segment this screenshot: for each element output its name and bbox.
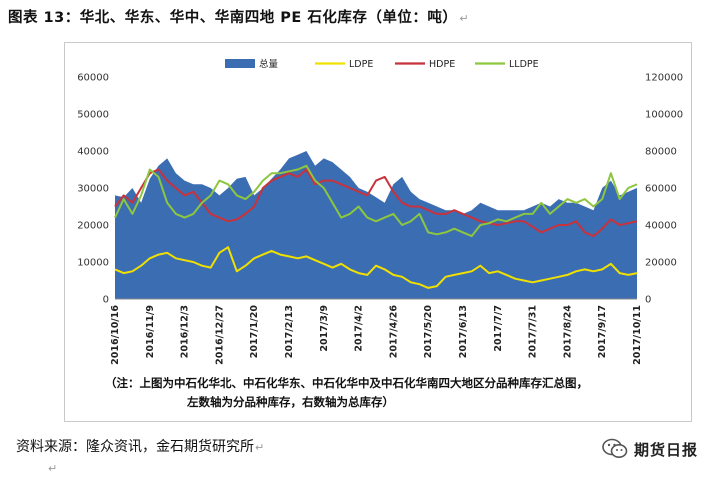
y-right-tick-label: 0 <box>645 295 651 306</box>
source-text: 资料来源：隆众资讯，金石期货研究所 <box>16 439 254 455</box>
x-tick-label: 2016/12/3 <box>180 305 191 358</box>
x-tick-label: 2017/9/17 <box>597 305 608 358</box>
y-right-tick-label: 80000 <box>645 147 677 158</box>
logo: 期货日报 <box>602 438 698 460</box>
annotation-line: （注：上图为中石化华北、中石化华东、中石化华中及中石化华南四大地区分品种库存汇总… <box>105 376 588 390</box>
x-tick-label: 2017/4/2 <box>354 305 365 352</box>
y-right-tick-label: 100000 <box>645 110 683 121</box>
x-tick-label: 2017/6/13 <box>458 305 469 358</box>
x-tick-label: 2017/7/31 <box>528 305 539 358</box>
empty-paragraph-mark: ↵ <box>48 462 58 475</box>
logo-text: 期货日报 <box>634 440 699 459</box>
y-right-tick-label: 20000 <box>645 258 677 269</box>
series-line-lldpe <box>114 164 638 238</box>
y-left-tick-label: 60000 <box>77 73 109 84</box>
series-area-total <box>115 151 637 299</box>
y-right-tick-label: 60000 <box>645 184 677 195</box>
x-tick-label: 2017/2/13 <box>284 305 295 358</box>
y-left-tick-label: 0 <box>103 295 109 306</box>
wechat-icon <box>602 438 628 458</box>
figure-title: 图表 13：华北、华东、华中、华南四地 PE 石化库存（单位：吨） ↵ <box>8 6 469 27</box>
x-tick-label: 2017/5/20 <box>423 305 434 359</box>
legend-label: LLDPE <box>509 59 539 70</box>
y-left-tick-label: 20000 <box>77 221 109 232</box>
x-tick-label: 2017/3/9 <box>319 305 330 352</box>
x-tick-label: 2016/10/16 <box>110 305 121 365</box>
legend-swatch-area <box>225 59 255 68</box>
source-line: 资料来源：隆众资讯，金石期货研究所↵ <box>16 436 264 456</box>
y-left-tick-label: 50000 <box>77 110 109 121</box>
series-line-ldpe <box>114 246 638 289</box>
x-tick-label: 2017/10/11 <box>632 305 643 365</box>
y-left-tick-label: 30000 <box>77 184 109 195</box>
x-tick-label: 2016/12/27 <box>214 305 225 365</box>
paragraph-mark: ↵ <box>459 12 470 25</box>
x-tick-label: 2017/8/24 <box>562 305 573 359</box>
x-tick-label: 2017/1/20 <box>249 305 260 359</box>
chart-frame: 0 10000 20000 30000 40000 50000 60000 0 20000 400… <box>64 42 692 422</box>
source-paragraph-mark: ↵ <box>255 441 265 454</box>
legend-label: 总量 <box>259 58 279 70</box>
legend-label: HDPE <box>429 59 455 70</box>
y-left-tick-label: 10000 <box>77 258 109 269</box>
y-right-tick-label: 120000 <box>645 73 683 84</box>
x-tick-label: 2017/7/7 <box>493 305 504 352</box>
chart-annotation: （注：上图为中石化华北、中石化华东、中石化华中及中石化华南四大地区分品种库存汇总… <box>105 376 588 409</box>
legend: 总量 LDPE HDPE LLDPE <box>225 58 539 70</box>
annotation-line: 左数轴为分品种库存，右数轴为总库存） <box>186 395 394 409</box>
y-right-tick-label: 40000 <box>645 221 677 232</box>
x-tick-label: 2017/4/26 <box>388 305 399 359</box>
x-tick-label: 2016/11/9 <box>145 305 156 358</box>
figure-title-text: 图表 13：华北、华东、华中、华南四地 PE 石化库存（单位：吨） <box>8 10 458 26</box>
y-left-tick-label: 40000 <box>77 147 109 158</box>
legend-label: LDPE <box>349 59 373 70</box>
chart-svg: 0 10000 20000 30000 40000 50000 60000 0 20000 400… <box>77 58 683 409</box>
